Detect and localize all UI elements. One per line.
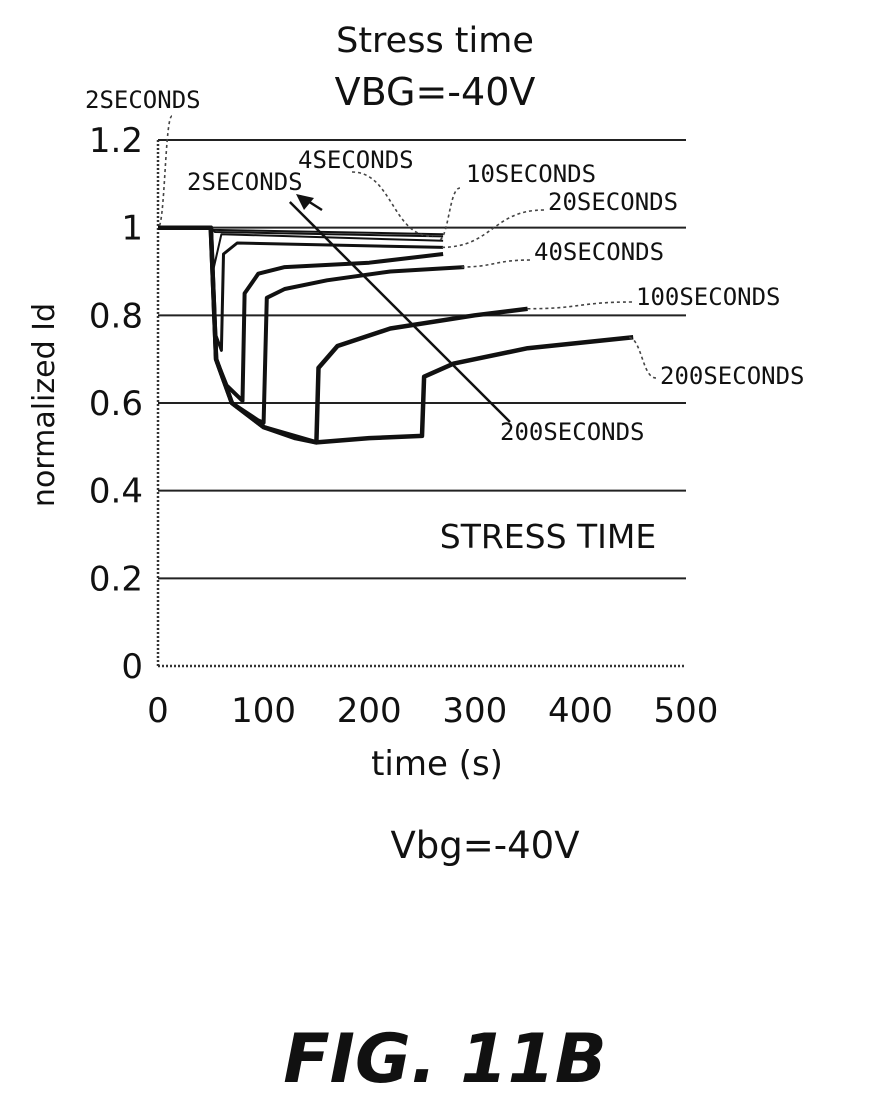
annotation-label: 20SECONDS: [548, 188, 678, 216]
annotation-leader: [437, 187, 461, 242]
y-tick-label: 0.8: [89, 296, 143, 336]
y-tick-label: 1: [121, 209, 143, 249]
y-tick-labels: 0 0.2 0.4 0.6 0.8 1 1.2: [89, 121, 143, 687]
annotation-leader: [441, 209, 545, 249]
figure-number: FIG. 11B: [283, 1020, 607, 1099]
x-tick-label: 500: [654, 691, 719, 731]
x-tick-label: 300: [442, 691, 507, 731]
annotation-label: 100SECONDS: [636, 283, 781, 311]
chart-title: Stress time: [336, 21, 534, 61]
series-line: [158, 226, 444, 352]
y-axis-label: normalized Id: [27, 303, 62, 507]
annotation-label: 40SECONDS: [534, 238, 664, 266]
series-group: [158, 225, 634, 445]
annotation-label: 10SECONDS: [466, 160, 596, 188]
annotation-label: 200SECONDS: [660, 362, 805, 390]
annotation-label: 2SECONDS: [85, 86, 201, 114]
series-line: [158, 225, 634, 445]
x-tick-labels: 0 100 200 300 400 500: [147, 691, 718, 731]
annotation-label: 2SECONDS: [187, 168, 303, 196]
annotation-leader: [157, 115, 173, 229]
chart-subtitle: VBG=-40V: [335, 70, 536, 114]
stress-time-inset-label: STRESS TIME: [440, 517, 656, 556]
annotation-leader: [627, 336, 657, 379]
annotation-leader: [458, 259, 531, 268]
x-axis-label: time (s): [371, 744, 503, 784]
x-tick-label: 0: [147, 691, 169, 731]
y-tick-label: 0.2: [89, 559, 143, 599]
axes: [156, 140, 686, 668]
x-tick-label: 200: [337, 691, 402, 731]
annotation-leader: [288, 201, 511, 423]
series-line: [158, 225, 444, 403]
arrow-head: [296, 194, 314, 210]
annotation-label: 200SECONDS: [500, 418, 645, 446]
x-tick-label: 400: [548, 691, 613, 731]
y-tick-label: 0.6: [89, 384, 143, 424]
y-tick-label: 1.2: [89, 121, 143, 161]
y-tick-label: 0.4: [89, 472, 143, 512]
annotation-leader: [527, 301, 633, 310]
y-tick-label: 0: [121, 647, 143, 687]
x-tick-label: 100: [231, 691, 296, 731]
annotation-leader: [351, 171, 433, 238]
caption: Vbg=-40V: [390, 824, 579, 867]
annotation-label: 4SECONDS: [298, 146, 414, 174]
